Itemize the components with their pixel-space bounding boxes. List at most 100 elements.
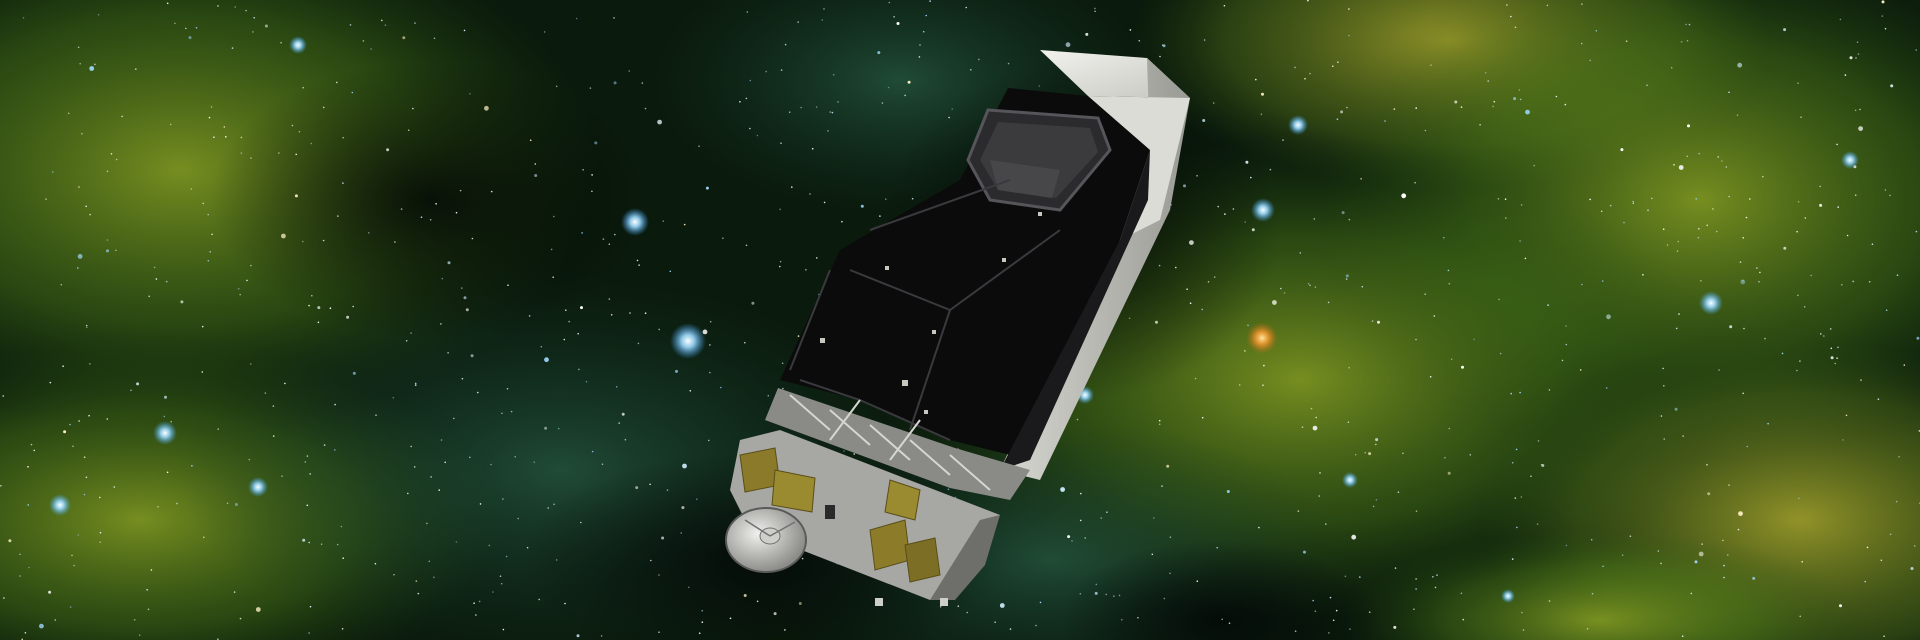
star [1128,317,1131,320]
star [461,377,464,380]
star [1837,206,1839,208]
star [1511,558,1514,560]
star [1238,384,1241,386]
star [1522,629,1525,631]
star [798,602,802,605]
star [180,300,184,304]
star [1299,252,1302,254]
star [99,531,102,534]
star [89,363,91,365]
star [1746,445,1748,448]
star [1155,320,1158,324]
star [465,308,469,312]
star [1009,628,1012,630]
star [517,517,519,520]
star [1327,301,1330,304]
star [544,357,549,363]
star [1629,535,1632,537]
star [1555,95,1558,98]
star [582,169,584,171]
star [1800,116,1802,118]
star [1341,211,1345,215]
star [957,605,960,607]
star [1884,189,1887,191]
star [568,320,570,323]
star [195,27,198,29]
star [1071,540,1073,542]
star [414,384,417,386]
star [1602,565,1604,568]
star [528,315,531,317]
star [1272,300,1277,305]
star [440,323,442,325]
star [745,97,748,100]
star [1687,124,1690,128]
star [1332,619,1335,622]
star [1332,65,1334,67]
star [1530,475,1532,478]
star [1415,338,1417,341]
star [455,211,458,214]
star [1260,113,1263,115]
star [368,232,370,234]
star [720,386,722,389]
star [407,492,409,495]
star [1799,615,1801,618]
star [170,420,172,423]
star [779,265,781,268]
star [1889,533,1892,536]
star [948,116,950,119]
star [1745,216,1748,219]
star [1169,536,1172,538]
star [346,315,350,319]
star [1280,287,1282,290]
star [1673,164,1675,166]
star [1688,23,1691,26]
star [1600,210,1603,213]
star [1674,407,1678,411]
star [629,312,631,314]
star [1662,228,1665,230]
star [62,365,64,368]
star [1856,41,1859,43]
star [1375,499,1378,501]
star [329,307,332,310]
star [1436,574,1438,576]
star [237,288,240,290]
bright-star [621,208,649,236]
star [1521,611,1523,614]
star [1548,600,1551,602]
star [1258,526,1260,529]
star [1221,618,1223,621]
star [1739,261,1742,263]
star [1201,308,1203,311]
star [658,574,660,576]
star [463,296,467,300]
star [1697,236,1700,239]
star [1883,635,1885,637]
star [1186,288,1188,291]
star [1855,57,1857,59]
star [791,186,793,188]
star [666,489,669,491]
star [745,244,748,247]
star [564,602,566,605]
star [1162,44,1166,48]
star [310,142,313,145]
star [248,458,251,461]
star [1294,630,1297,632]
star [1823,335,1825,337]
star [306,455,309,457]
star [1310,407,1313,410]
star [1226,490,1230,493]
star [1377,320,1380,324]
star [407,129,410,131]
star [1196,175,1198,177]
star [113,486,116,488]
star [1819,185,1821,188]
star [1836,357,1838,360]
star [1307,282,1310,285]
star [83,456,86,459]
star [1447,269,1450,272]
star [342,182,344,184]
